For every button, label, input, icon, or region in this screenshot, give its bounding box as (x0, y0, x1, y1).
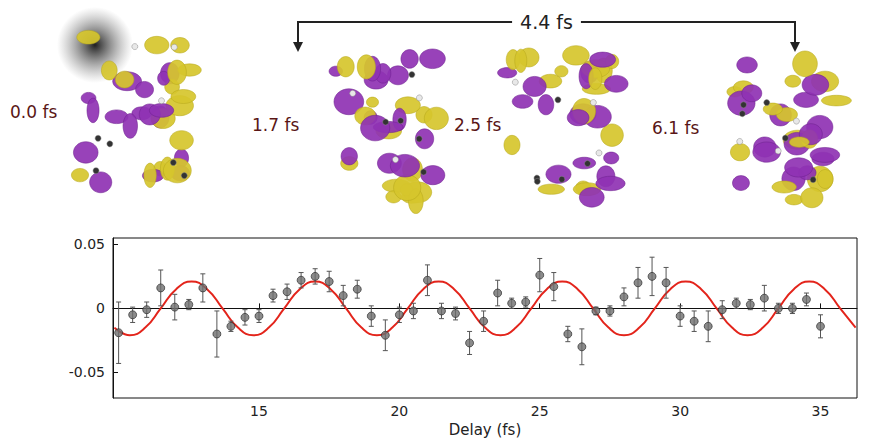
svg-text:25: 25 (531, 403, 549, 419)
svg-text:-0.05: -0.05 (69, 364, 105, 380)
svg-text:20: 20 (390, 403, 408, 419)
svg-text:0.05: 0.05 (74, 236, 105, 252)
svg-text:4.4 fs: 4.4 fs (520, 11, 573, 33)
svg-text:6.1 fs: 6.1 fs (652, 118, 699, 138)
svg-text:30: 30 (671, 403, 689, 419)
svg-text:15: 15 (250, 403, 268, 419)
svg-text:0.0 fs: 0.0 fs (10, 102, 57, 122)
svg-text:2.5 fs: 2.5 fs (454, 115, 501, 135)
svg-text:1.7 fs: 1.7 fs (252, 115, 299, 135)
svg-text:Delay (fs): Delay (fs) (449, 421, 522, 439)
svg-text:0: 0 (96, 300, 105, 316)
svg-text:35: 35 (812, 403, 830, 419)
